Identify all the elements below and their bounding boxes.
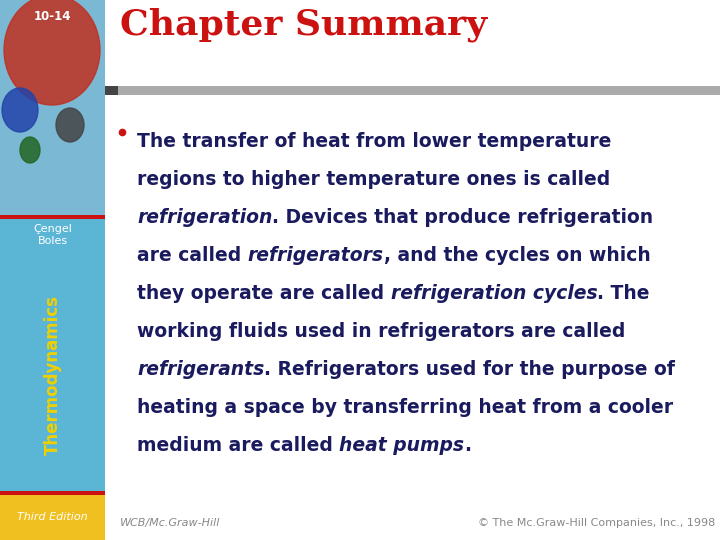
Ellipse shape	[20, 137, 40, 163]
Text: . The: . The	[598, 284, 649, 303]
Text: .: .	[464, 436, 472, 455]
Text: © The Mc.Graw-Hill Companies, Inc., 1998: © The Mc.Graw-Hill Companies, Inc., 1998	[478, 518, 715, 528]
Text: Çengel
Boles: Çengel Boles	[33, 224, 72, 246]
Ellipse shape	[4, 0, 100, 105]
Ellipse shape	[56, 108, 84, 142]
Bar	[0, 491, 105, 495]
Text: Third Edition: Third Edition	[17, 512, 88, 523]
Text: heating a space by transferring heat from a cooler: heating a space by transferring heat fro…	[137, 398, 673, 417]
Text: working fluids used in refrigerators are called: working fluids used in refrigerators are…	[137, 322, 626, 341]
Text: . Refrigerators used for the purpose of: . Refrigerators used for the purpose of	[264, 360, 675, 379]
Text: refrigerants: refrigerants	[137, 360, 264, 379]
Text: refrigeration cycles: refrigeration cycles	[391, 284, 598, 303]
Text: , and the cycles on which: , and the cycles on which	[384, 246, 650, 265]
Text: regions to higher temperature ones is called: regions to higher temperature ones is ca…	[137, 170, 611, 189]
Bar	[105, 86, 720, 95]
Text: The transfer of heat from lower temperature: The transfer of heat from lower temperat…	[137, 132, 611, 151]
Text: heat pumps: heat pumps	[339, 436, 464, 455]
Bar	[0, 495, 105, 540]
Bar	[105, 86, 118, 95]
Text: medium are called: medium are called	[137, 436, 339, 455]
Text: Thermodynamics: Thermodynamics	[43, 295, 61, 455]
Text: WCB/Mc.Graw-Hill: WCB/Mc.Graw-Hill	[120, 518, 220, 528]
Text: refrigeration: refrigeration	[137, 208, 272, 227]
Text: refrigerators: refrigerators	[248, 246, 384, 265]
Bar	[0, 215, 105, 219]
Bar	[0, 0, 105, 215]
Text: Chapter Summary: Chapter Summary	[120, 8, 487, 43]
Ellipse shape	[2, 88, 38, 132]
Text: are called: are called	[137, 246, 248, 265]
Text: 10-14: 10-14	[33, 10, 71, 23]
Text: . Devices that produce refrigeration: . Devices that produce refrigeration	[272, 208, 654, 227]
Bar	[0, 219, 105, 491]
Text: they operate are called: they operate are called	[137, 284, 391, 303]
